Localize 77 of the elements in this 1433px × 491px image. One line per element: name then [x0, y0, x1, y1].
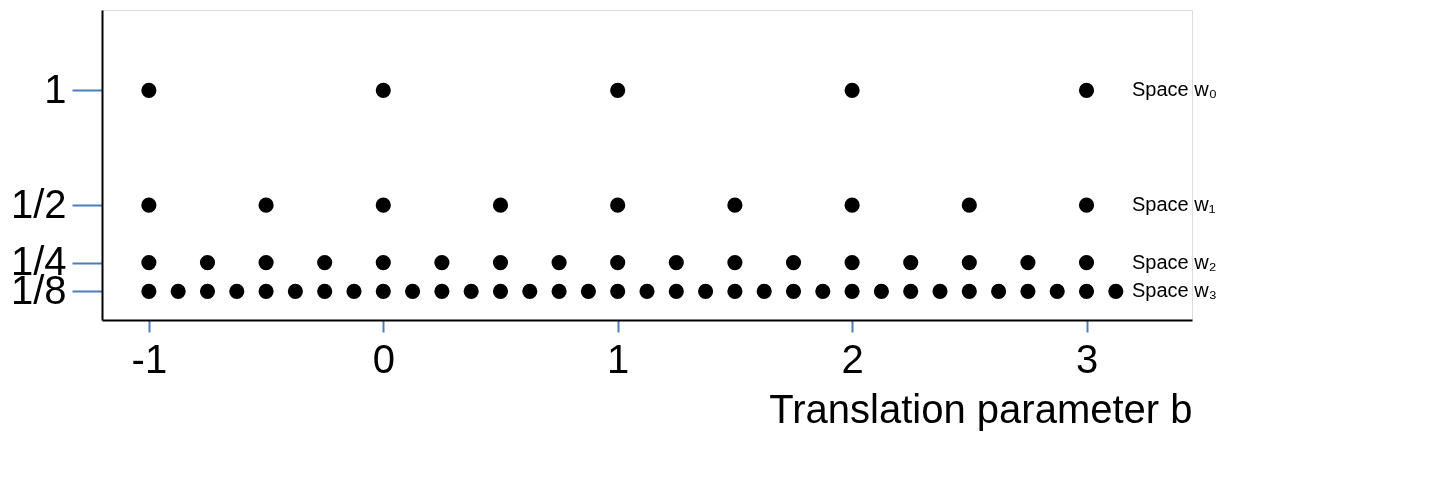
point	[375, 197, 391, 213]
point	[141, 283, 157, 299]
point	[199, 283, 216, 299]
point	[170, 283, 186, 299]
point	[639, 283, 655, 299]
point	[873, 283, 889, 299]
point	[580, 283, 596, 299]
point	[1049, 283, 1065, 299]
series-label: Space w₂	[1132, 250, 1217, 273]
x-tick-label: -1	[131, 336, 168, 381]
point	[551, 283, 567, 299]
x-tick-label: 0	[372, 336, 395, 381]
point	[434, 255, 450, 271]
point	[141, 82, 157, 98]
point	[258, 255, 274, 271]
point	[1020, 283, 1036, 299]
point	[492, 255, 509, 271]
point	[903, 255, 919, 271]
point	[668, 255, 684, 271]
point	[141, 255, 157, 271]
point	[785, 283, 802, 299]
point	[844, 283, 860, 299]
point	[229, 283, 245, 299]
point	[287, 283, 303, 299]
point	[815, 283, 831, 299]
point	[903, 283, 919, 299]
series-label: Space w₀	[1132, 78, 1218, 101]
point	[1108, 283, 1124, 299]
point	[463, 283, 479, 299]
point	[668, 283, 684, 299]
point	[961, 283, 977, 299]
point	[756, 283, 772, 299]
point	[346, 283, 362, 299]
point	[551, 255, 567, 271]
point	[727, 197, 743, 213]
series-label: Space w₁	[1132, 193, 1216, 216]
point	[258, 283, 274, 299]
point	[1078, 255, 1095, 271]
point	[258, 197, 274, 213]
point	[141, 197, 157, 213]
point	[522, 283, 538, 299]
point	[434, 283, 450, 299]
y-tick-label: 1	[44, 66, 67, 111]
y-tick-label: 1/2	[10, 181, 67, 226]
point	[991, 283, 1007, 299]
x-tick-label: 3	[1075, 336, 1099, 381]
point	[610, 283, 626, 299]
point	[844, 255, 860, 271]
x-tick-label: 1	[607, 336, 630, 381]
point	[1078, 82, 1095, 98]
x-tick-label: 2	[841, 336, 864, 381]
point	[375, 82, 391, 98]
series-label: Space w₃	[1132, 279, 1217, 302]
point	[492, 283, 509, 299]
x-axis-title: Translation parameter b	[769, 386, 1193, 431]
point	[844, 197, 860, 213]
point	[610, 82, 626, 98]
point	[375, 255, 391, 271]
point	[785, 255, 802, 271]
point	[375, 283, 391, 299]
point	[492, 197, 509, 213]
point	[727, 283, 743, 299]
point	[610, 197, 626, 213]
point	[317, 283, 333, 299]
point	[698, 283, 714, 299]
point	[1078, 197, 1095, 213]
point	[844, 82, 860, 98]
point	[317, 255, 333, 271]
point	[727, 255, 743, 271]
point	[1020, 255, 1036, 271]
point	[932, 283, 948, 299]
point	[610, 255, 626, 271]
point	[405, 283, 421, 299]
point	[1078, 283, 1095, 299]
point	[199, 255, 216, 271]
point	[961, 255, 977, 271]
point	[961, 197, 977, 213]
